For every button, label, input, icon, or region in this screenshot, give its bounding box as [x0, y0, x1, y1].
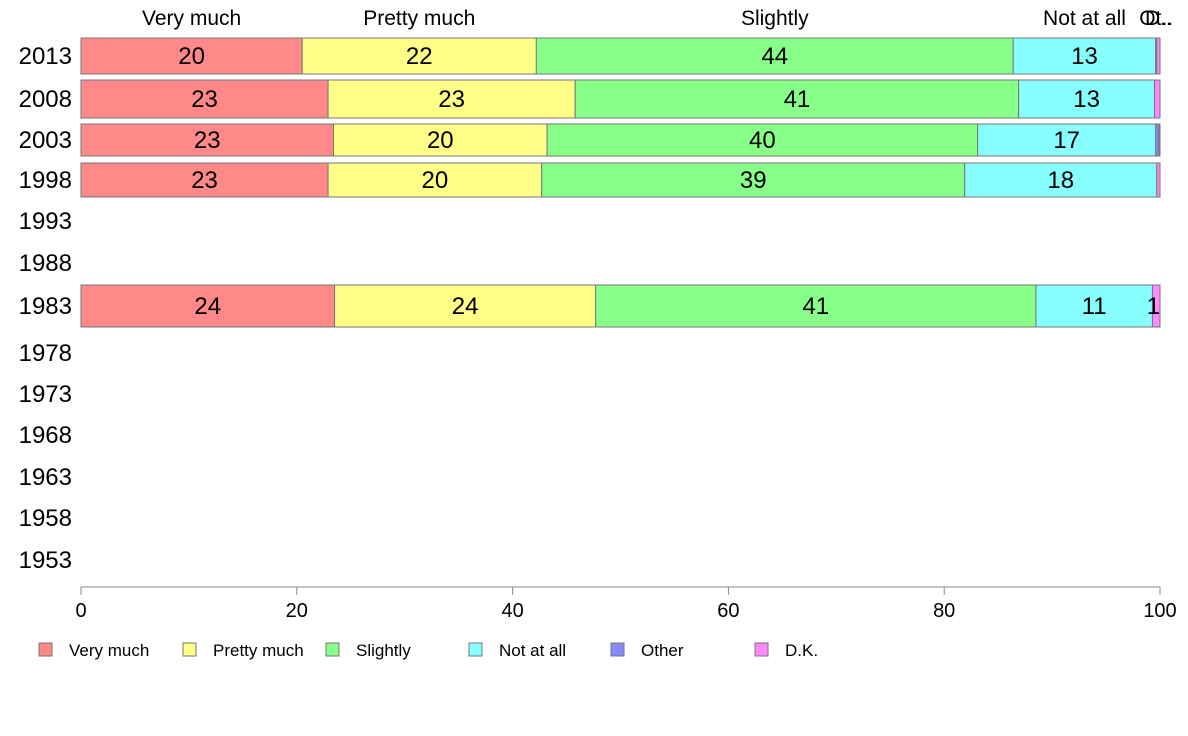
- data-label: 11: [1082, 293, 1107, 320]
- x-axis: 0 20 40 60 80 100: [75, 586, 1177, 622]
- legend-swatch-4: [610, 642, 625, 657]
- data-label: 24: [452, 293, 479, 320]
- top-label-5: D..: [1145, 7, 1172, 30]
- bar-2003-not-at-all: [977, 123, 1157, 157]
- x-tick-label: 40: [501, 600, 523, 622]
- legend-label-5: D.K.: [785, 641, 818, 660]
- bar-2013-d-k-: [1156, 37, 1161, 75]
- legend-swatch-1: [182, 642, 197, 657]
- legend-label-1: Pretty much: [213, 641, 304, 660]
- legend-swatch-0: [38, 642, 53, 657]
- top-label-1: Pretty much: [363, 7, 475, 30]
- legend-label-2: Slightly: [356, 641, 411, 660]
- year-label-1968: 1968: [19, 422, 72, 449]
- bar-2008-very-much: [80, 79, 329, 119]
- year-label-1953: 1953: [19, 547, 72, 574]
- year-label-1963: 1963: [19, 464, 72, 491]
- bar-2008-not-at-all: [1018, 79, 1156, 119]
- legend-label-4: Other: [641, 641, 684, 660]
- year-label-1983: 1983: [19, 293, 72, 320]
- data-label: 24: [194, 293, 221, 320]
- data-label: 20: [422, 167, 449, 194]
- year-label-1993: 1993: [19, 208, 72, 235]
- data-label: 23: [194, 127, 221, 154]
- bar-1983-not-at-all: [1035, 284, 1153, 328]
- legend-swatch-2: [325, 642, 340, 657]
- top-label-3: Not at all: [1043, 7, 1126, 30]
- data-label: 20: [178, 43, 205, 70]
- bar-1998-not-at-all: [964, 162, 1158, 198]
- top-label-4: Ot..: [1139, 7, 1173, 30]
- year-label-1958: 1958: [19, 505, 72, 532]
- top-label-0: Very much: [142, 7, 241, 30]
- data-label: 23: [438, 86, 465, 113]
- year-label-2003: 2003: [19, 127, 72, 154]
- x-tick-label: 60: [717, 600, 739, 622]
- x-tick-label: 80: [933, 600, 955, 622]
- data-label: 41: [802, 293, 829, 320]
- data-label: 20: [427, 127, 454, 154]
- year-label-1973: 1973: [19, 381, 72, 408]
- legend-swatch-5: [754, 642, 769, 657]
- data-label: 13: [1071, 43, 1098, 70]
- data-label: 1: [1147, 293, 1160, 320]
- bar-2008-pretty-much: [327, 79, 576, 119]
- data-label: 22: [406, 43, 433, 70]
- bar-2008-slightly: [574, 79, 1020, 119]
- bar-2003-slightly: [546, 123, 979, 157]
- top-category-labels: Very much Pretty much Slightly Not at all Ot…: [142, 7, 1173, 30]
- bar-1983-very-much: [80, 284, 336, 328]
- top-label-2: Slightly: [741, 7, 809, 30]
- bar-2003-very-much: [80, 123, 334, 157]
- legend: Very much Pretty much Slightly Not at all Ot…: [38, 641, 818, 660]
- bar-1998-slightly: [541, 162, 966, 198]
- y-axis-year-labels: 2013 2008 2003 1998 1993 1988 1983 1978 1973 1968…: [19, 43, 72, 574]
- data-label: 17: [1053, 127, 1080, 154]
- legend-swatch-3: [468, 642, 483, 657]
- bar-1983-d-k-: [1151, 284, 1161, 328]
- bar-1998-very-much: [80, 162, 329, 198]
- bar-1998-d-k-: [1156, 162, 1161, 198]
- legend-label-0: Very much: [69, 641, 149, 660]
- year-label-1988: 1988: [19, 250, 72, 277]
- x-tick-label: 20: [286, 600, 308, 622]
- data-label: 41: [784, 86, 811, 113]
- bar-2013-pretty-much: [301, 37, 537, 75]
- data-label: 44: [761, 43, 788, 70]
- x-tick-label: 0: [75, 600, 86, 622]
- data-label: 23: [191, 86, 218, 113]
- legend-label-3: Not at all: [499, 641, 566, 660]
- x-tick-label: 100: [1143, 600, 1176, 622]
- bar-1983-slightly: [595, 284, 1037, 328]
- year-label-2013: 2013: [19, 43, 72, 70]
- year-label-1978: 1978: [19, 340, 72, 367]
- data-label: 13: [1073, 86, 1100, 113]
- data-label: 23: [191, 167, 218, 194]
- bar-2008-d-k-: [1154, 79, 1161, 119]
- data-label: 18: [1047, 167, 1074, 194]
- year-label-2008: 2008: [19, 86, 72, 113]
- data-label: 39: [740, 167, 767, 194]
- bar-1983-pretty-much: [334, 284, 597, 328]
- bar-2003-d-k-: [1158, 123, 1161, 157]
- year-label-1998: 1998: [19, 167, 72, 194]
- data-label: 40: [749, 127, 776, 154]
